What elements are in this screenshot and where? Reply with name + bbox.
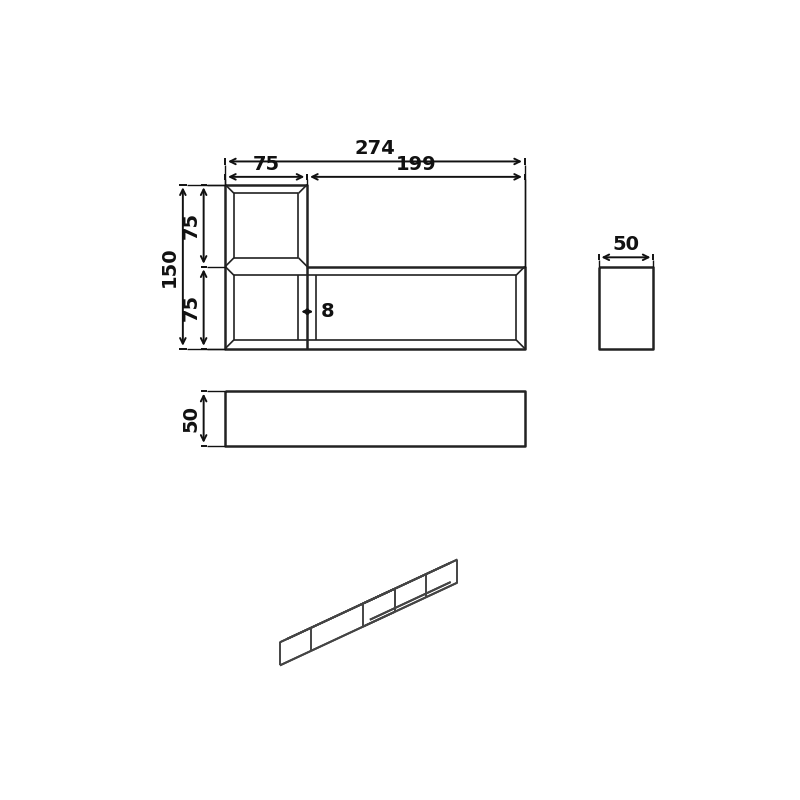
Text: 150: 150 xyxy=(160,246,179,287)
Text: 274: 274 xyxy=(354,138,395,158)
Text: 199: 199 xyxy=(396,154,436,174)
Text: 50: 50 xyxy=(182,405,201,432)
Text: 50: 50 xyxy=(613,235,639,254)
Text: 75: 75 xyxy=(182,294,201,321)
Text: 75: 75 xyxy=(182,212,201,239)
Text: 75: 75 xyxy=(253,154,280,174)
Text: 8: 8 xyxy=(321,302,334,321)
